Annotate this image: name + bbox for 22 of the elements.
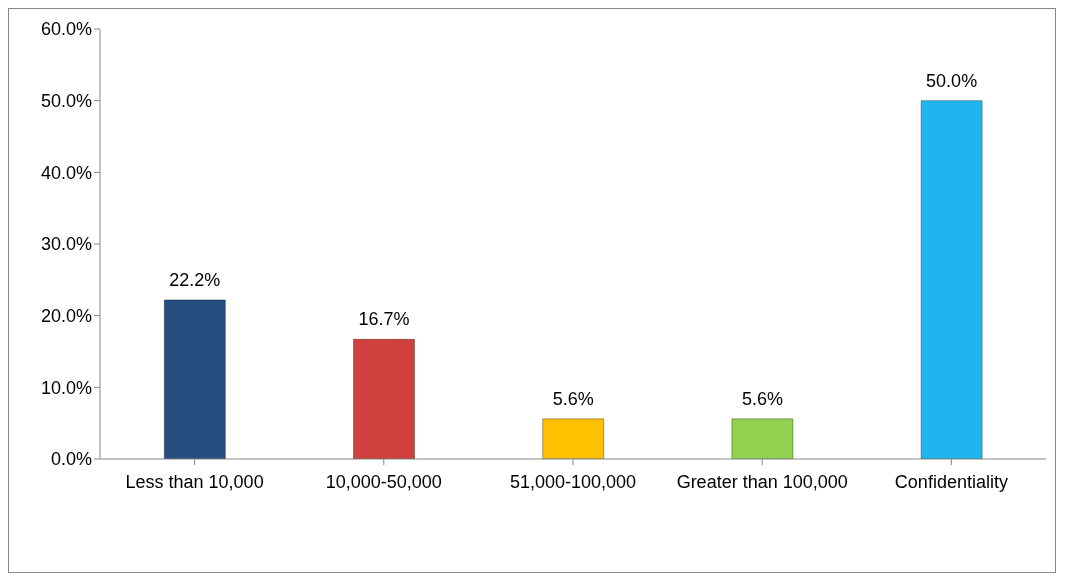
- y-tick-label: 0.0%: [50, 449, 92, 470]
- data-label: 16.7%: [358, 309, 410, 330]
- bar: [920, 100, 983, 459]
- y-tick-label: 40.0%: [40, 162, 92, 183]
- bar: [163, 299, 226, 459]
- y-tick-label: 50.0%: [40, 91, 92, 112]
- y-tick-label: 10.0%: [40, 377, 92, 398]
- bar: [353, 338, 416, 459]
- x-tick-label: 10,000-50,000: [325, 471, 442, 492]
- x-tick-label: Greater than 100,000: [676, 471, 848, 492]
- y-tick-label: 60.0%: [40, 19, 92, 40]
- bar: [731, 418, 794, 459]
- x-tick-label: Less than 10,000: [125, 471, 264, 492]
- y-tick-label: 20.0%: [40, 306, 92, 327]
- x-tick-label: Confidentiality: [894, 471, 1008, 492]
- data-label: 22.2%: [169, 269, 221, 290]
- data-label: 5.6%: [741, 388, 783, 409]
- y-tick-label: 30.0%: [40, 234, 92, 255]
- bar: [542, 418, 605, 459]
- data-label: 5.6%: [552, 388, 594, 409]
- data-label: 50.0%: [926, 70, 978, 91]
- x-tick-label: 51,000-100,000: [509, 471, 637, 492]
